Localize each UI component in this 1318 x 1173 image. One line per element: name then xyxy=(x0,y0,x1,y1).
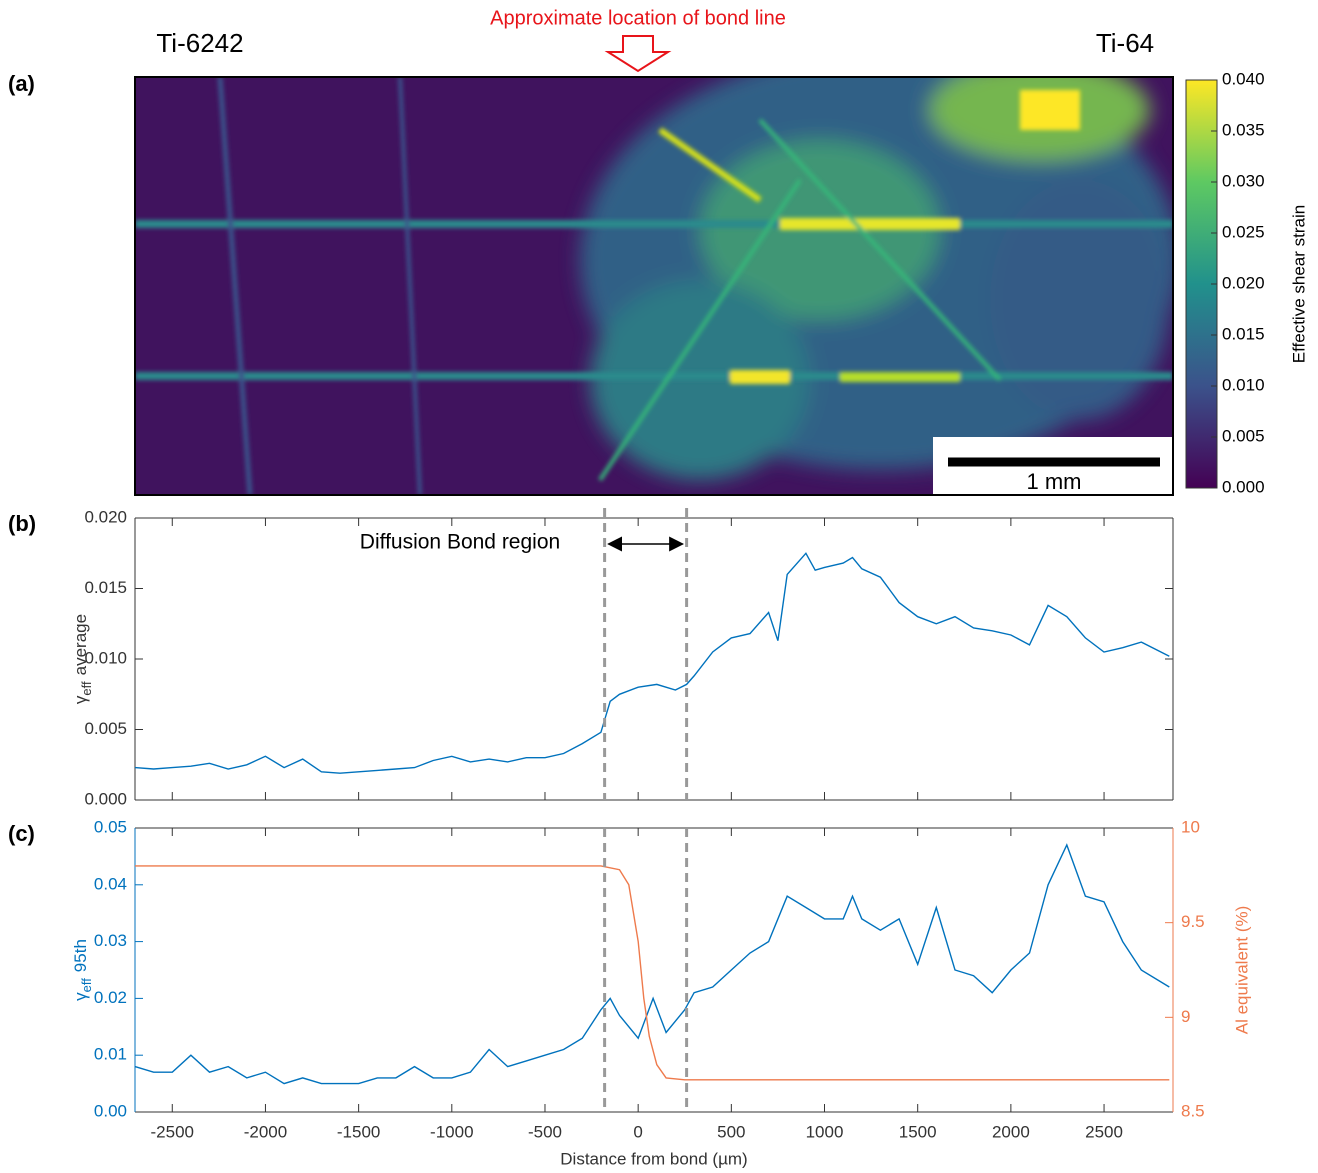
x-tick-label: 500 xyxy=(717,1122,745,1141)
x-axis-title: Distance from bond (µm) xyxy=(560,1149,747,1168)
colorbar-tick-label: 0.015 xyxy=(1222,324,1265,343)
annotation: Diffusion Bond region xyxy=(360,531,560,554)
y-axis-subscript: eff xyxy=(79,978,94,993)
x-tick-label: 0 xyxy=(633,1122,642,1141)
y2-tick-label: 8.5 xyxy=(1181,1101,1205,1120)
colorbar-tick-label: 0.000 xyxy=(1222,477,1265,496)
y-axis-text: 95th xyxy=(71,939,90,972)
y2-tick-label: 10 xyxy=(1181,817,1200,836)
colorbar-label: Effective shear strain xyxy=(1289,205,1308,363)
map-frame xyxy=(134,76,1174,496)
y2-tick-label: 9 xyxy=(1181,1007,1190,1026)
y-axis-subscript: eff xyxy=(79,681,94,696)
colorbar-tick-label: 0.030 xyxy=(1222,171,1265,190)
y-tick-label: 0.015 xyxy=(84,578,127,597)
x-tick-label: 2500 xyxy=(1085,1122,1123,1141)
scale-bar-label: 1 mm xyxy=(1027,469,1082,494)
y-tick-label: 0.010 xyxy=(84,648,127,667)
y2-tick-label: 9.5 xyxy=(1181,912,1205,931)
strain-map xyxy=(135,77,1173,495)
y-tick-label: 0.05 xyxy=(94,817,127,836)
panel-label: (a) xyxy=(8,71,35,96)
y2-axis-title: Al equivalent (%) xyxy=(1232,906,1251,1035)
y-axis-title: γeff 95th xyxy=(71,939,94,1001)
x-tick-label: -1000 xyxy=(430,1122,473,1141)
y-tick-label: 0.02 xyxy=(94,988,127,1007)
material-label: Ti-64 xyxy=(1096,28,1154,58)
x-tick-label: 1000 xyxy=(806,1122,844,1141)
data-line xyxy=(134,552,1170,774)
y-axis-title: γeff average xyxy=(71,614,94,704)
data-line xyxy=(135,865,1170,1081)
colorbar-tick-label: 0.040 xyxy=(1222,69,1265,88)
x-tick-label: -2000 xyxy=(244,1122,287,1141)
colorbar-tick-label: 0.020 xyxy=(1222,273,1265,292)
colorbar-tick-label: 0.010 xyxy=(1222,375,1265,394)
annotation: Approximate location of bond line xyxy=(490,7,786,29)
colorbar-tick-label: 0.025 xyxy=(1222,222,1265,241)
x-tick-label: -500 xyxy=(528,1122,562,1141)
y-tick-label: 0.005 xyxy=(84,719,127,738)
panel-label: (c) xyxy=(8,821,35,846)
colorbar-tick-label: 0.035 xyxy=(1222,120,1265,139)
y-axis-symbol: γ xyxy=(71,695,90,704)
x-tick-label: -2500 xyxy=(151,1122,194,1141)
material-label: Ti-6242 xyxy=(156,28,243,58)
plots: 0.0000.0050.0100.0150.0200.0250.0300.035… xyxy=(71,69,1264,1141)
panel-label: (b) xyxy=(8,511,36,536)
y-tick-label: 0.000 xyxy=(84,789,127,808)
bond-arrow xyxy=(604,35,672,73)
y-tick-label: 0.01 xyxy=(94,1045,127,1064)
x-tick-label: -1500 xyxy=(337,1122,380,1141)
colorbar-tick-label: 0.005 xyxy=(1222,426,1265,445)
y-axis-text: average xyxy=(71,614,90,675)
data-line xyxy=(134,843,1170,1085)
y-tick-label: 0.00 xyxy=(94,1101,127,1120)
y-axis-symbol: γ xyxy=(71,992,90,1001)
y-tick-label: 0.03 xyxy=(94,931,127,950)
x-tick-label: 2000 xyxy=(992,1122,1030,1141)
x-tick-label: 1500 xyxy=(899,1122,937,1141)
y-tick-label: 0.04 xyxy=(94,874,127,893)
y-tick-label: 0.020 xyxy=(84,507,127,526)
